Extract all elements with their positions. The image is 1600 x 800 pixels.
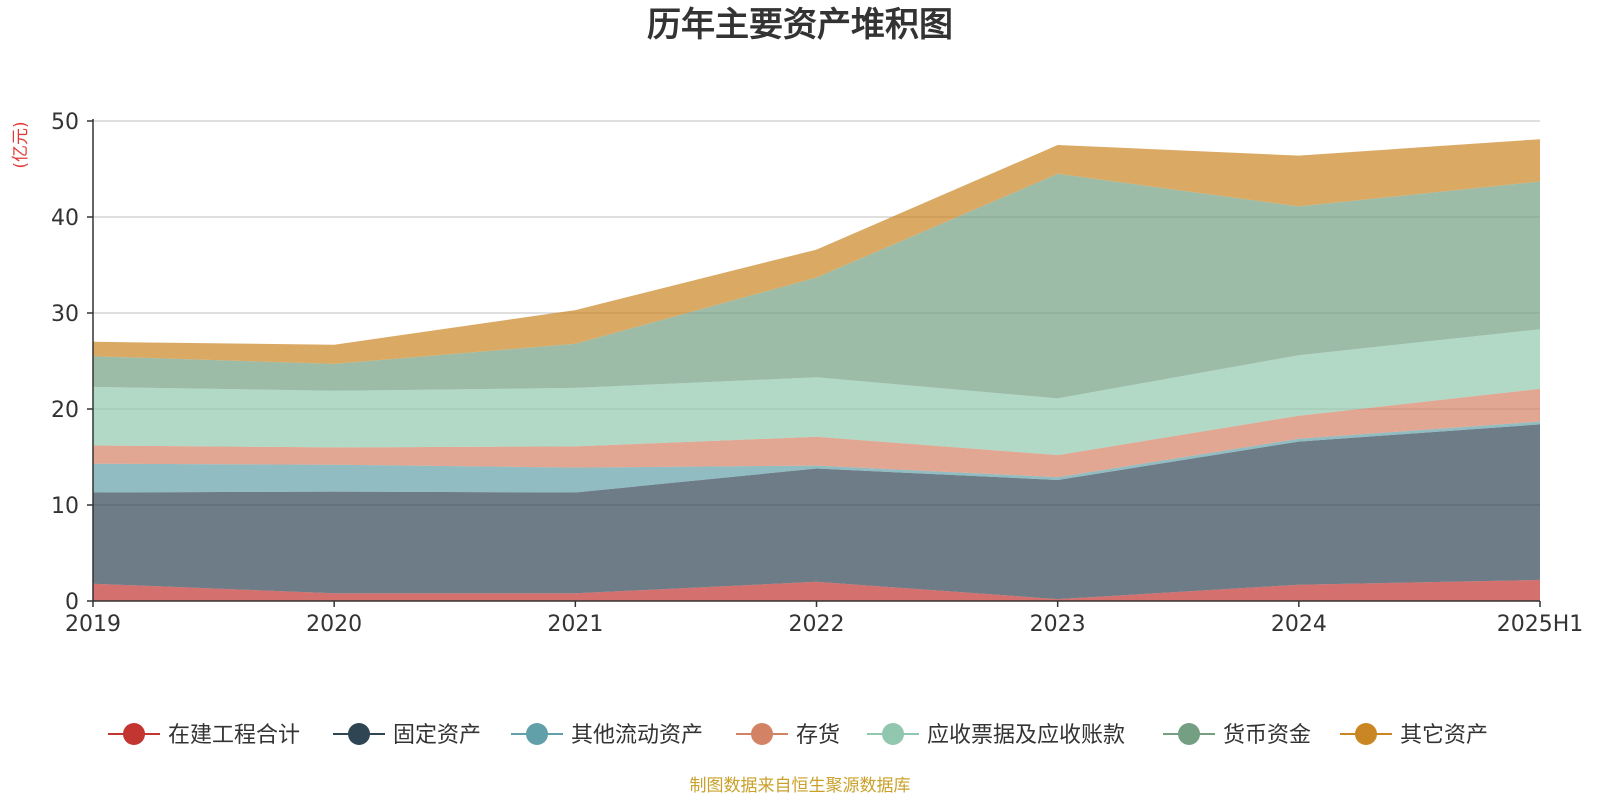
area-series-6 (93, 139, 1540, 364)
legend-marker (123, 723, 145, 745)
area-series-1 (93, 424, 1540, 600)
legend-marker (526, 723, 548, 745)
legend-marker (1178, 723, 1200, 745)
y-tick-label: 50 (51, 110, 79, 135)
legend-item-6[interactable]: 其它资产 (1340, 723, 1488, 748)
axes: 0 10 20 30 40 50 2019 2020 2021 2022 2023 2024 2025H… (51, 110, 1583, 637)
legend-item-3[interactable]: 存货 (736, 723, 840, 748)
legend-marker (348, 723, 370, 745)
legend-label: 其它资产 (1400, 723, 1488, 748)
legend-marker (751, 723, 773, 745)
x-tick-label: 2021 (547, 612, 603, 637)
area-series-3 (93, 388, 1540, 478)
area-series-0 (93, 579, 1540, 601)
x-tick-label: 2022 (789, 612, 845, 637)
legend-marker (1355, 723, 1377, 745)
area-series-2 (93, 421, 1540, 493)
data-source-note: 制图数据来自恒生聚源数据库 (690, 776, 911, 796)
x-tick-label: 2025H1 (1497, 612, 1584, 637)
legend-label: 在建工程合计 (168, 723, 300, 748)
legend-item-1[interactable]: 固定资产 (333, 723, 481, 748)
area-series-layer (93, 139, 1540, 601)
y-tick-label: 20 (51, 398, 79, 423)
legend-item-0[interactable]: 在建工程合计 (108, 723, 300, 748)
legend-item-5[interactable]: 货币资金 (1163, 723, 1311, 748)
y-tick-label: 10 (51, 494, 79, 519)
legend-label: 存货 (796, 723, 840, 748)
x-tick-label: 2024 (1271, 612, 1327, 637)
legend-marker (882, 723, 904, 745)
legend-label: 应收票据及应收账款 (927, 723, 1125, 748)
x-tick-label: 2023 (1030, 612, 1086, 637)
y-tick-label: 30 (51, 302, 79, 327)
x-tick-label: 2020 (306, 612, 362, 637)
legend: 在建工程合计 固定资产 其他流动资产 存货 应收票据及应收账款 货币资金 其它资产 (108, 723, 1488, 748)
area-series-4 (93, 329, 1540, 456)
x-tick-label: 2019 (65, 612, 121, 637)
legend-item-2[interactable]: 其他流动资产 (511, 723, 703, 748)
y-axis-unit-label: (亿元) (11, 121, 31, 168)
legend-label: 其他流动资产 (571, 723, 703, 748)
area-series-5 (93, 173, 1540, 399)
legend-label: 货币资金 (1223, 723, 1311, 748)
legend-label: 固定资产 (393, 723, 481, 748)
y-tick-label: 40 (51, 206, 79, 231)
y-tick-label: 0 (65, 590, 79, 615)
chart-title: 历年主要资产堆积图 (647, 5, 953, 45)
legend-item-4[interactable]: 应收票据及应收账款 (867, 723, 1125, 748)
